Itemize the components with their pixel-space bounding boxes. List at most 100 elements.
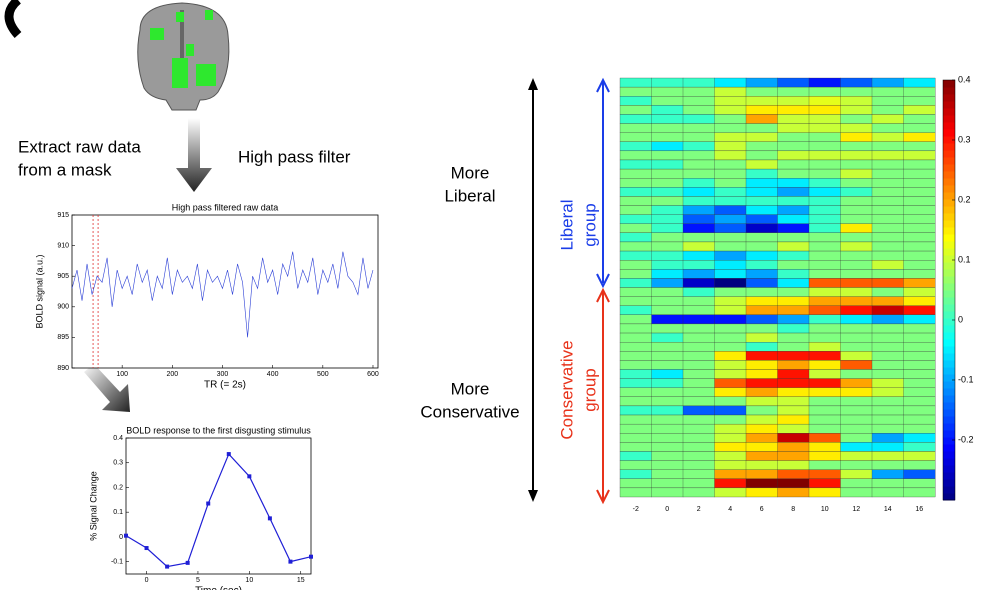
data-point — [165, 564, 170, 569]
heat-cell — [651, 278, 684, 288]
x-tick-label: 6 — [760, 506, 764, 513]
heat-cell — [840, 414, 873, 425]
heat-cell — [651, 296, 684, 306]
heat-cell — [903, 205, 936, 215]
heat-cell — [714, 105, 747, 115]
heat-cell — [808, 178, 841, 188]
heat-cell — [619, 159, 652, 170]
heat-cell — [619, 178, 652, 188]
heat-cell — [745, 178, 778, 188]
heat-cell — [777, 351, 810, 361]
heat-cell — [682, 141, 715, 152]
y-tick-label: 0 — [119, 534, 123, 541]
label: High pass filter — [238, 147, 351, 166]
colorbar-segment — [943, 101, 955, 109]
heat-cell — [777, 205, 810, 215]
heat-cell — [619, 442, 652, 452]
heat-cell — [871, 305, 904, 315]
heat-cell — [651, 323, 684, 334]
heat-cell — [840, 241, 873, 252]
colorbar-tick-label: 0.3 — [958, 134, 971, 144]
heat-cell — [682, 150, 715, 161]
heat-cell — [808, 423, 841, 434]
heat-cell — [840, 323, 873, 334]
heat-cell — [777, 241, 810, 252]
colorbar-tick-label: 0 — [958, 314, 963, 324]
colorbar-segment — [943, 241, 955, 249]
heat-cell — [651, 159, 684, 170]
heat-cell — [871, 342, 904, 352]
heat-cell — [619, 96, 652, 106]
x-tick-label: 300 — [217, 371, 229, 378]
x-tick-label: 10 — [821, 506, 829, 513]
heat-cell — [714, 241, 747, 252]
heat-cell — [651, 305, 684, 315]
heat-cell — [871, 332, 904, 343]
heat-cell — [808, 250, 841, 261]
data-point — [247, 474, 252, 479]
heat-cell — [808, 86, 841, 97]
heat-cell — [682, 414, 715, 425]
heat-cell — [714, 168, 747, 179]
heat-cell — [903, 405, 936, 416]
heat-cell — [651, 423, 684, 434]
heat-cell — [777, 196, 810, 206]
heat-cell — [619, 423, 652, 434]
colorbar-tick-label: -0.1 — [958, 374, 974, 384]
heat-cell — [619, 396, 652, 407]
heat-cell — [871, 487, 904, 498]
heat-cell — [745, 451, 778, 461]
heat-cell — [840, 332, 873, 343]
heat-cell — [651, 96, 684, 106]
heat-cell — [903, 260, 936, 270]
heat-cell — [745, 387, 778, 397]
heat-cell — [871, 296, 904, 306]
heat-cell — [651, 487, 684, 498]
heat-cell — [651, 114, 684, 124]
heat-cell — [619, 387, 652, 397]
heat-cell — [651, 196, 684, 206]
heat-cell — [651, 314, 684, 325]
heat-cell — [745, 332, 778, 343]
heat-cell — [682, 442, 715, 452]
colorbar-frame — [942, 79, 956, 501]
heat-cell — [903, 351, 936, 361]
heat-cell — [777, 478, 810, 489]
heat-cell — [745, 241, 778, 252]
heat-cell — [903, 132, 936, 142]
heat-cell — [903, 396, 936, 407]
colorbar-segment — [943, 248, 955, 256]
label: Extract raw data — [18, 137, 141, 156]
heat-cell — [682, 196, 715, 206]
heat-cell — [745, 296, 778, 306]
heat-cell — [714, 369, 747, 379]
range-arrows — [528, 77, 610, 505]
heat-cell — [714, 314, 747, 325]
heat-cell — [745, 305, 778, 315]
y-tick-label: 0.2 — [113, 484, 123, 491]
arrow — [176, 118, 212, 192]
heat-cell — [651, 223, 684, 233]
heat-cell — [840, 342, 873, 352]
heat-cell — [682, 159, 715, 170]
heat-cell — [777, 442, 810, 452]
heat-cell — [714, 342, 747, 352]
heat-cell — [777, 150, 810, 161]
heat-cell — [714, 205, 747, 215]
heat-cell — [651, 414, 684, 425]
heat-cell — [682, 269, 715, 279]
heat-cell — [903, 478, 936, 489]
heat-cell — [871, 232, 904, 243]
x-tick-label: 500 — [317, 371, 329, 378]
heat-cell — [682, 86, 715, 97]
heat-cell — [745, 141, 778, 152]
heat-cell — [871, 132, 904, 142]
plot-frame — [125, 437, 312, 575]
heat-cell — [651, 332, 684, 343]
heat-cell — [745, 414, 778, 425]
colorbar-segment — [943, 311, 955, 319]
label: Liberal — [444, 186, 495, 205]
heat-cell — [682, 332, 715, 343]
heat-cell — [714, 433, 747, 443]
colorbar-segment — [943, 108, 955, 116]
